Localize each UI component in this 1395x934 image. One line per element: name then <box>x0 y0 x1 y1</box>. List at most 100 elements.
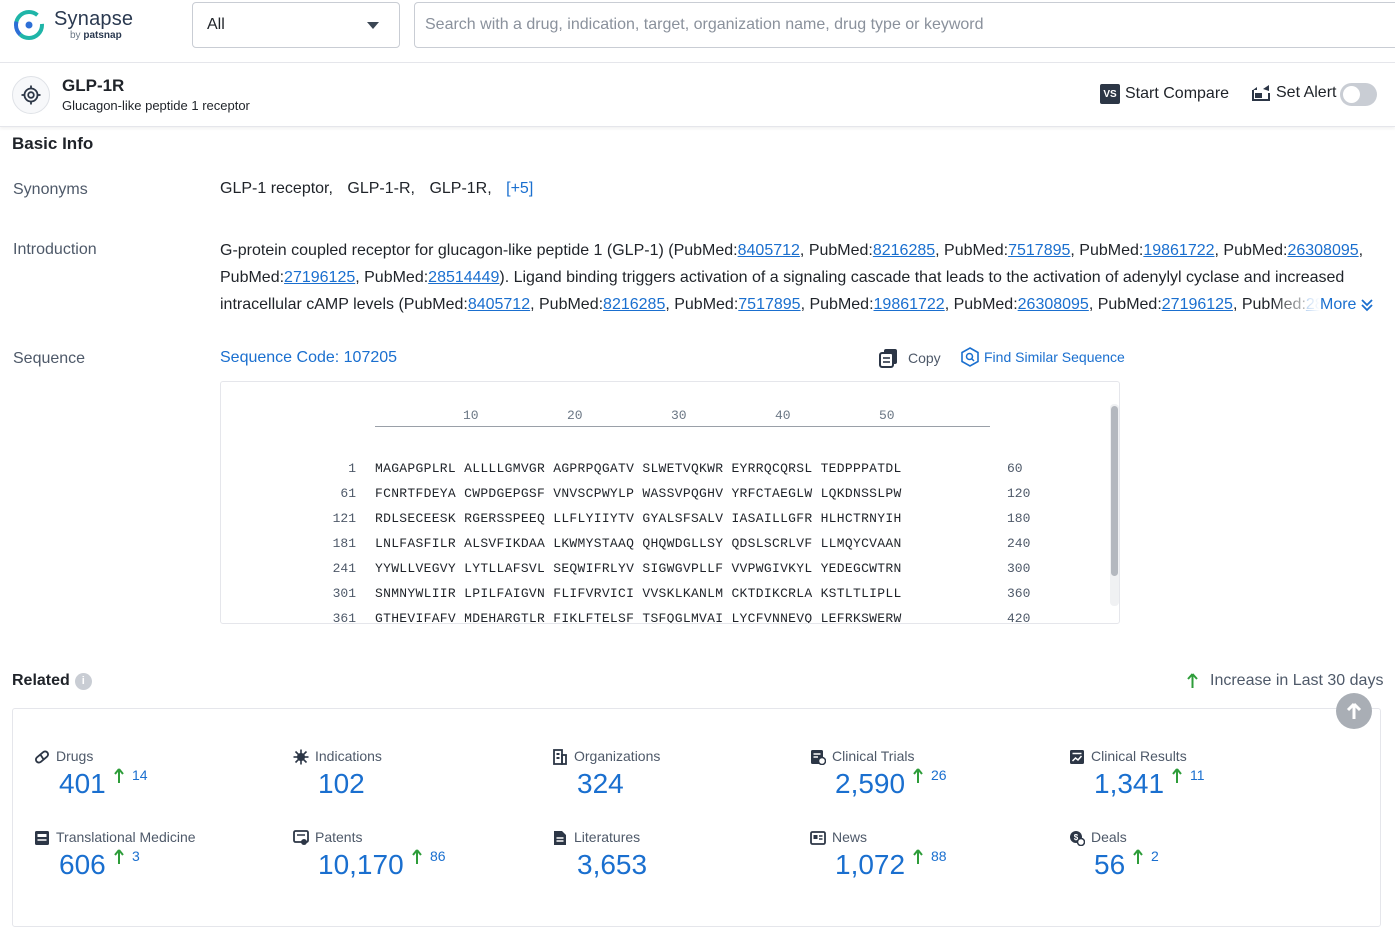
arrow-up-icon <box>114 767 132 787</box>
stat-value: 2,590 <box>835 768 905 800</box>
stat-translational-medicine[interactable]: Translational Medicine 606 3 <box>34 829 274 899</box>
sequence-row: 1MAGAPGPLRL ALLLLGMVGR AGPRPQGATV SLWETV… <box>221 446 1120 471</box>
pubmed-link[interactable]: 8405712 <box>738 242 800 259</box>
basic-info-title: Basic Info <box>12 134 93 154</box>
pill-icon <box>34 749 50 765</box>
stat-label: Patents <box>315 829 362 845</box>
copy-icon <box>879 348 899 368</box>
pubmed-link[interactable]: 8216285 <box>603 296 665 313</box>
pubmed-link[interactable]: 26308095 <box>1287 242 1358 259</box>
pubmed-link[interactable]: 19861722 <box>874 296 945 313</box>
building-icon <box>552 749 568 765</box>
stat-value: 606 <box>59 849 106 881</box>
stat-deals[interactable]: $Deals562 <box>1069 829 1309 899</box>
ruler-tick: 10 <box>463 408 479 423</box>
pubmed-link[interactable]: 7517895 <box>1008 242 1070 259</box>
target-full-name: Glucagon-like peptide 1 receptor <box>62 98 250 113</box>
literature-icon <box>552 830 568 846</box>
search-input[interactable] <box>414 2 1395 48</box>
sequence-row: 61FCNRTFDEYA CWPDGEPGSF VNVSCPWYLP WASSV… <box>221 471 1120 496</box>
ruler-tick: 50 <box>879 408 895 423</box>
stat-value: 10,170 <box>318 849 404 881</box>
synonyms-label: Synonyms <box>13 181 88 199</box>
arrow-up-icon <box>1346 702 1362 720</box>
arrow-up-icon <box>913 848 931 868</box>
sequence-code-link[interactable]: Sequence Code: 107205 <box>220 349 397 367</box>
sequence-ruler: 10 20 30 40 50 <box>375 407 990 427</box>
introduction-fade <box>1270 291 1320 318</box>
arrow-up-icon <box>1133 848 1151 868</box>
arrow-up-icon <box>412 848 430 868</box>
stat-label: Deals <box>1091 829 1127 845</box>
stat-label: Drugs <box>56 748 93 764</box>
find-similar-icon <box>960 347 980 367</box>
sequence-viewer[interactable]: 10 20 30 40 50 1MAGAPGPLRL ALLLLGMVGR AG… <box>220 381 1120 624</box>
sequence-row: 361GTHEVIFAFV MDEHARGTLR FIKLFTELSF TSFQ… <box>221 596 1120 621</box>
sequence-row: 121RDLSECEESK RGERSSPEEQ LLFLYIIYTV GYAL… <box>221 496 1120 521</box>
scroll-to-top-button[interactable] <box>1336 693 1372 729</box>
arrow-up-icon <box>913 767 931 787</box>
clipboard-icon <box>810 749 826 765</box>
pubmed-link[interactable]: 8216285 <box>873 242 935 259</box>
stat-clinical-trials[interactable]: Clinical Trials2,59026 <box>810 748 1050 818</box>
deal-icon: $ <box>1069 830 1085 846</box>
start-compare-button[interactable]: VS Start Compare <box>1100 84 1229 104</box>
introduction-more-button[interactable]: More <box>1320 291 1382 318</box>
synonyms-more-link[interactable]: [+5] <box>506 180 533 197</box>
stat-news[interactable]: News1,07288 <box>810 829 1050 899</box>
related-title: Related i <box>12 672 92 690</box>
set-alert-toggle[interactable] <box>1340 83 1377 106</box>
pubmed-link[interactable]: 19861722 <box>1143 242 1214 259</box>
stat-patents[interactable]: Patents10,17086 <box>293 829 533 899</box>
stat-increase: 3 <box>114 848 140 868</box>
stat-increase: 11 <box>1172 767 1205 787</box>
stat-clinical-results[interactable]: Clinical Results1,34111 <box>1069 748 1309 818</box>
synapse-logo[interactable]: Synapse by patsnap <box>12 8 133 42</box>
stat-value: 102 <box>318 768 365 800</box>
stat-value: 56 <box>1094 849 1125 881</box>
increase-legend-label: Increase in Last 30 days <box>1210 672 1383 690</box>
set-alert-button[interactable]: Set Alert <box>1252 84 1336 102</box>
stat-label: Clinical Trials <box>832 748 914 764</box>
copy-button[interactable]: Copy <box>879 348 941 368</box>
set-alert-label: Set Alert <box>1276 84 1336 102</box>
pubmed-link[interactable]: 27196125 <box>1162 296 1233 313</box>
pubmed-link[interactable]: 8405712 <box>468 296 530 313</box>
stat-value: 1,341 <box>1094 768 1164 800</box>
target-name: GLP-1R <box>62 76 124 96</box>
pubmed-link[interactable]: 26308095 <box>1018 296 1089 313</box>
brand-sub: by patsnap <box>54 31 133 41</box>
top-bar: Synapse by patsnap All <box>0 0 1395 63</box>
pubmed-link[interactable]: 7517895 <box>738 296 800 313</box>
arrow-up-icon <box>1187 673 1198 689</box>
stat-value: 401 <box>59 768 106 800</box>
target-icon <box>12 76 50 114</box>
doc-icon <box>34 830 50 846</box>
stat-drugs[interactable]: Drugs40114 <box>34 748 274 818</box>
search-scope-select[interactable]: All <box>192 2 400 48</box>
pubmed-link[interactable]: 28514449 <box>428 269 499 286</box>
find-similar-label: Find Similar Sequence <box>984 349 1125 365</box>
stat-increase: 88 <box>913 848 947 868</box>
arrow-up-icon <box>1172 767 1190 787</box>
sequence-scrollbar-thumb[interactable] <box>1111 406 1118 576</box>
find-similar-sequence-button[interactable]: Find Similar Sequence <box>960 347 1125 367</box>
introduction-label: Introduction <box>13 241 97 259</box>
sequence-scrollbar[interactable] <box>1110 404 1119 606</box>
synonym-item: GLP-1 receptor, <box>220 180 333 197</box>
related-title-text: Related <box>12 672 70 690</box>
stat-literatures[interactable]: Literatures3,653 <box>552 829 792 899</box>
patent-icon <box>293 830 309 846</box>
synapse-logo-icon <box>12 8 46 42</box>
sequence-label: Sequence <box>13 350 85 368</box>
info-icon[interactable]: i <box>75 673 92 690</box>
stat-value: 3,653 <box>577 849 647 881</box>
ruler-tick: 30 <box>671 408 687 423</box>
sequence-row: 181LNLFASFILR ALSVFIKDAA LKWMYSTAAQ QHQW… <box>221 521 1120 546</box>
synonym-item: GLP-1R, <box>429 180 491 197</box>
stat-indications[interactable]: Indications102 <box>293 748 533 818</box>
stat-organizations[interactable]: Organizations324 <box>552 748 792 818</box>
pubmed-link[interactable]: 27196125 <box>284 269 355 286</box>
stat-label: Translational Medicine <box>56 829 196 845</box>
introduction-text: G-protein coupled receptor for glucagon-… <box>220 237 1380 319</box>
